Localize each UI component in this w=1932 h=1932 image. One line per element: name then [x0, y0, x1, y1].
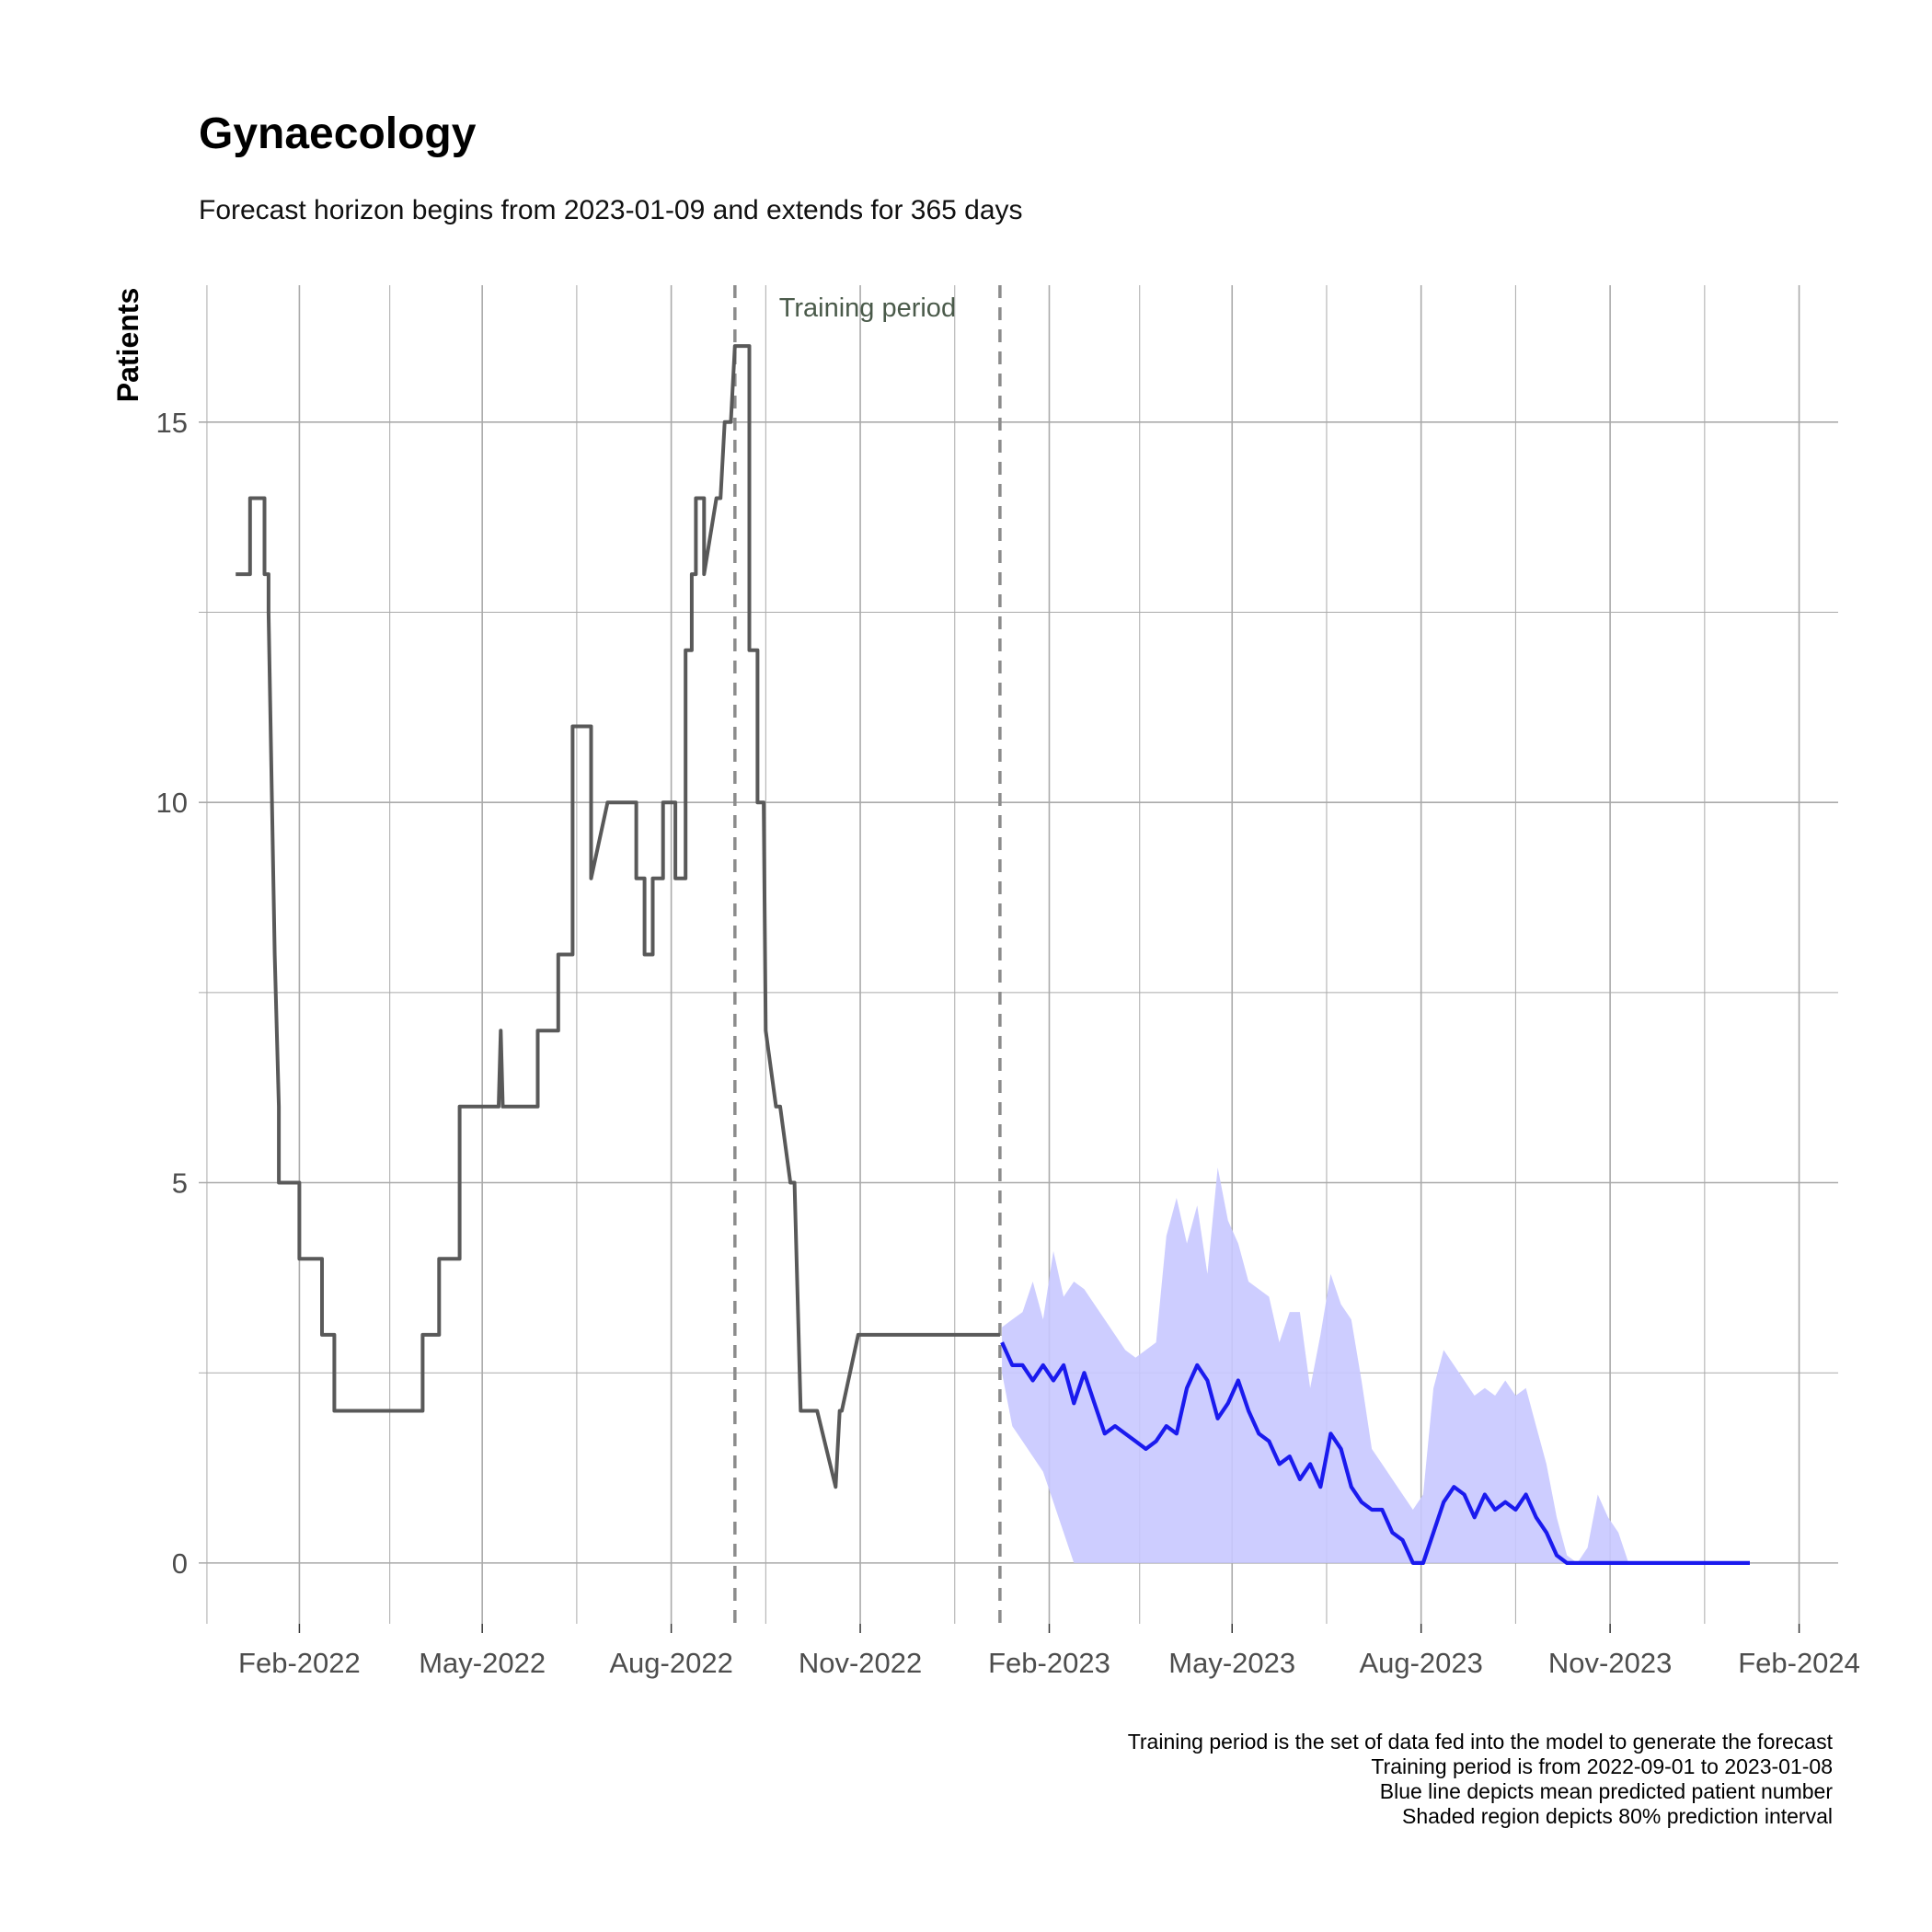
chart-title: Gynaecology — [199, 109, 477, 158]
x-tick-label: Feb-2022 — [238, 1647, 361, 1679]
prediction-interval-band — [1002, 1167, 1750, 1563]
observed-series-line — [236, 344, 1000, 1489]
axis-layer: Feb-2022 May-2022 Aug-2022 Nov-2022 Feb-2023… — [156, 407, 1860, 1679]
caption-line: Blue line depicts mean predicted patient… — [1379, 1779, 1833, 1803]
chart-caption: Training period is the set of data fed i… — [1128, 1730, 1833, 1829]
x-tick-label: Feb-2023 — [988, 1647, 1110, 1679]
y-tick-label: 5 — [172, 1167, 188, 1200]
training-period-label: Training period — [779, 293, 956, 323]
forecast-mean-line — [1000, 1341, 1750, 1566]
x-tick-label: Nov-2023 — [1548, 1647, 1672, 1679]
chart-subtitle: Forecast horizon begins from 2023-01-09 … — [199, 195, 1023, 225]
y-tick-label: 15 — [156, 407, 188, 439]
x-tick-label: Feb-2024 — [1738, 1647, 1860, 1679]
prediction-interval-layer — [1002, 1167, 1750, 1563]
caption-line: Training period is the set of data fed i… — [1127, 1730, 1833, 1754]
y-axis-title: Patients — [111, 288, 144, 402]
x-tick-label: Aug-2022 — [609, 1647, 732, 1679]
x-tick-label: May-2022 — [419, 1647, 546, 1679]
caption-line: Training period is from 2022-09-01 to 20… — [1371, 1754, 1833, 1778]
y-tick-label: 10 — [156, 787, 188, 819]
x-tick-label: May-2023 — [1168, 1647, 1295, 1679]
series-layer — [236, 344, 1750, 1566]
training-period-layer — [733, 285, 1002, 1624]
caption-line: Shaded region depicts 80% prediction int… — [1402, 1804, 1833, 1828]
x-tick-label: Nov-2022 — [799, 1647, 922, 1679]
y-tick-label: 0 — [172, 1547, 188, 1580]
x-tick-label: Aug-2023 — [1359, 1647, 1482, 1679]
